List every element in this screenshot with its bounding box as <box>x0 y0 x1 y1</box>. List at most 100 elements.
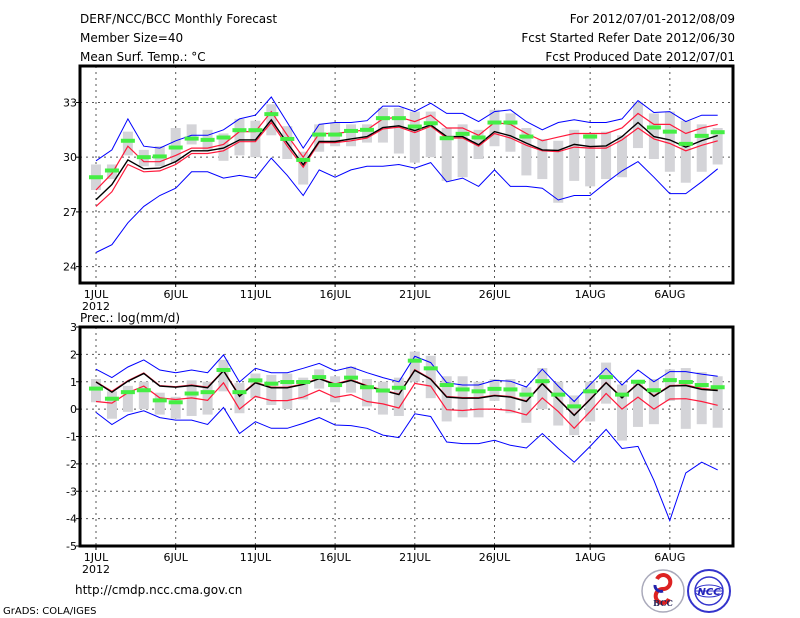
y-tick-label: 1 <box>70 376 77 389</box>
ensemble-range-bar <box>441 376 452 422</box>
observation-marker <box>152 398 167 403</box>
ensemble-max-line <box>95 354 718 403</box>
ensemble-range-bar <box>202 381 213 415</box>
observation-marker <box>312 132 327 137</box>
ensemble-range-bar <box>361 379 372 407</box>
observation-marker <box>232 128 247 133</box>
observation-marker <box>519 134 534 139</box>
ncc-logo: NCC <box>687 569 731 613</box>
ensemble-range-bar <box>266 374 277 406</box>
ensemble-range-bar <box>298 377 309 400</box>
observation-marker <box>662 129 677 134</box>
ensemble-range-bar <box>170 128 181 163</box>
x-tick-label: 21JUL <box>399 288 431 301</box>
observation-marker <box>120 390 135 395</box>
x-tick-label: 1AUG <box>575 288 606 301</box>
observation-marker <box>503 120 518 125</box>
ensemble-range-bar <box>489 109 500 147</box>
source-url[interactable]: http://cmdp.ncc.cma.gov.cn <box>75 583 242 597</box>
x-tick-label: 6AUG <box>654 288 685 301</box>
observation-marker <box>200 137 215 142</box>
observation-marker <box>375 116 390 121</box>
observation-marker <box>630 379 645 384</box>
ensemble-range-bar <box>457 376 468 418</box>
spread-lower-line <box>95 121 718 207</box>
observation-marker <box>375 388 390 393</box>
plot-frame <box>78 325 735 548</box>
ensemble-range-bar <box>361 124 372 143</box>
ensemble-range-bar <box>218 359 229 392</box>
ensemble-range-bar <box>601 131 612 180</box>
grads-credit: GrADS: COLA/IGES <box>3 606 97 617</box>
spread-upper-line <box>95 110 718 191</box>
ensemble-range-bar <box>569 129 580 181</box>
ensemble-min-line <box>95 406 718 522</box>
observation-marker <box>678 380 693 385</box>
y-tick-label: -5 <box>66 540 77 553</box>
plot-frame <box>78 64 735 285</box>
ensemble-range-bar <box>617 384 628 441</box>
observation-marker <box>280 136 295 141</box>
observation-marker <box>407 358 422 363</box>
ensemble-range-bar <box>314 124 325 152</box>
y-tick-label: 3 <box>70 321 77 334</box>
ensemble-range-bar <box>122 131 133 156</box>
ensemble-range-bar <box>505 113 516 152</box>
observation-marker <box>423 366 438 371</box>
observation-marker <box>519 392 534 397</box>
ensemble-range-bar <box>154 392 165 415</box>
ensemble-range-bar <box>473 381 484 418</box>
x-tick-label: 6AUG <box>654 551 685 564</box>
x-tick-label: 16JUL <box>319 551 351 564</box>
observation-marker <box>232 390 247 395</box>
ensemble-range-bar <box>106 391 117 419</box>
observation-marker <box>678 141 693 146</box>
x-tick-year-label: 2012 <box>82 300 110 313</box>
ensemble-range-bar <box>393 107 404 154</box>
x-tick-year-label: 2012 <box>82 563 110 576</box>
bottom-panel-variable: Prec.: log(mm/d) <box>80 311 180 325</box>
observation-marker <box>487 386 502 391</box>
observation-marker <box>104 396 119 401</box>
ensemble-range-bar <box>632 102 643 149</box>
ensemble-range-bar <box>617 135 628 178</box>
forecast-period: For 2012/07/01-2012/08/09 <box>570 12 735 26</box>
x-tick-label: 1AUG <box>575 551 606 564</box>
ensemble-min-line <box>95 157 719 253</box>
observation-marker <box>184 136 199 141</box>
observation-marker <box>168 400 183 405</box>
observation-marker <box>328 132 343 137</box>
member-size: Member Size=40 <box>80 31 183 45</box>
observation-marker <box>312 375 327 380</box>
ensemble-mean-line <box>95 369 718 417</box>
observation-marker <box>694 133 709 138</box>
y-tick-label: 30 <box>63 151 77 164</box>
observation-marker <box>567 404 582 409</box>
observation-marker <box>296 380 311 385</box>
observation-marker <box>423 121 438 126</box>
ensemble-range-bar <box>553 140 564 203</box>
x-tick-label: 1JUL <box>84 288 109 301</box>
ensemble-range-bar <box>409 351 420 382</box>
observation-marker <box>152 154 167 159</box>
observation-marker <box>120 138 135 143</box>
observation-marker <box>471 135 486 140</box>
observation-marker <box>104 168 119 173</box>
x-tick-label: 6JUL <box>163 551 188 564</box>
y-tick-label: -3 <box>66 485 77 498</box>
observation-marker <box>662 378 677 383</box>
x-tick-label: 11JUL <box>240 551 272 564</box>
ensemble-range-bar <box>585 133 596 187</box>
observation-marker <box>551 392 566 397</box>
forecast-produced-date: Fcst Produced Date 2012/07/01 <box>545 50 735 64</box>
bcc-logo-text: BCC <box>653 598 673 608</box>
ncc-logo-text: NCC <box>697 587 721 598</box>
y-tick-label: -1 <box>66 431 77 444</box>
observation-marker <box>391 116 406 121</box>
observation-marker <box>583 134 598 139</box>
observation-marker <box>439 383 454 388</box>
x-tick-label: 6JUL <box>163 288 188 301</box>
ensemble-range-bar <box>553 381 564 426</box>
